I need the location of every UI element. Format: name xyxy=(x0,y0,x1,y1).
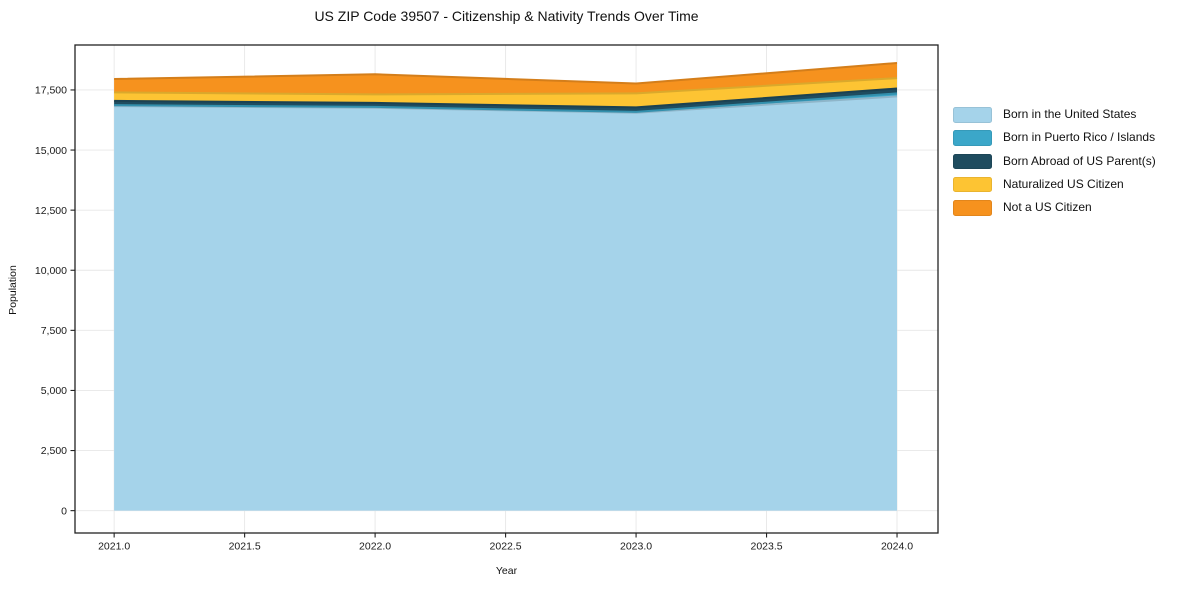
legend-swatch-icon xyxy=(953,107,992,123)
legend: Born in the United States Born in Puerto … xyxy=(953,107,1156,216)
legend-item: Not a US Citizen xyxy=(953,200,1156,216)
svg-text:12,500: 12,500 xyxy=(35,205,67,217)
svg-text:0: 0 xyxy=(61,505,67,517)
legend-label: Born in the United States xyxy=(1003,107,1137,121)
svg-text:2022.5: 2022.5 xyxy=(490,541,522,553)
legend-swatch-icon xyxy=(953,176,992,193)
svg-text:2022.0: 2022.0 xyxy=(359,541,391,553)
svg-text:2023.0: 2023.0 xyxy=(620,541,652,553)
legend-swatch-icon xyxy=(953,200,992,216)
legend-item: Born in Puerto Rico / Islands xyxy=(953,130,1156,146)
svg-text:2021.5: 2021.5 xyxy=(229,541,261,553)
y-axis-label: Population xyxy=(7,265,19,315)
legend-label: Born in Puerto Rico / Islands xyxy=(1003,130,1156,145)
legend-label: Naturalized US Citizen xyxy=(1003,176,1124,191)
legend-label: Born Abroad of US Parent(s) xyxy=(1003,153,1156,168)
svg-text:2,500: 2,500 xyxy=(41,445,67,457)
x-axis-label: Year xyxy=(495,565,518,577)
svg-text:15,000: 15,000 xyxy=(35,145,67,157)
chart-title: US ZIP Code 39507 - Citizenship & Nativi… xyxy=(314,8,699,24)
svg-text:5,000: 5,000 xyxy=(41,385,67,397)
legend-label: Not a US Citizen xyxy=(1003,200,1092,215)
legend-item: Born in the United States xyxy=(953,107,1156,123)
legend-item: Naturalized US Citizen xyxy=(953,176,1156,193)
svg-text:17,500: 17,500 xyxy=(35,85,67,97)
svg-text:2023.5: 2023.5 xyxy=(750,541,782,553)
svg-text:7,500: 7,500 xyxy=(41,325,67,337)
legend-swatch-icon xyxy=(953,153,992,170)
legend-swatch-icon xyxy=(953,130,992,146)
svg-text:2021.0: 2021.0 xyxy=(98,541,130,553)
svg-text:10,000: 10,000 xyxy=(35,265,67,277)
legend-item: Born Abroad of US Parent(s) xyxy=(953,153,1156,170)
svg-text:2024.0: 2024.0 xyxy=(881,541,913,553)
